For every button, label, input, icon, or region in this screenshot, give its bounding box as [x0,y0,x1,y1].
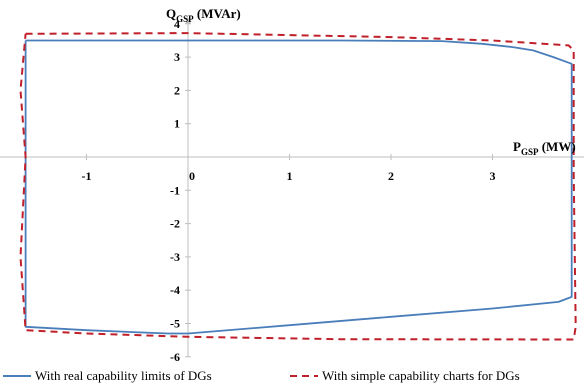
y-tick-label: 1 [174,117,180,131]
y-tick-label: -5 [170,317,180,331]
legend: With real capability limits of DGs With s… [3,368,520,383]
x-tick-label: -1 [82,169,92,183]
x-tick-label: 3 [490,169,496,183]
x-axis-title: PGSP (MW) [513,139,576,157]
y-tick-label: -3 [170,250,180,264]
y-tick-label: 4 [174,17,180,31]
legend-label-1: With real capability limits of DGs [35,368,212,383]
axis-titles: QGSP (MVAr) PGSP (MW) [166,6,576,157]
series-line-1 [24,39,573,335]
y-tick-label: 3 [174,50,180,64]
y-tick-label: -1 [170,183,180,197]
series-line-2 [19,32,577,341]
y-axis-title: QGSP (MVAr) [166,6,241,24]
x-tick-label: 1 [287,169,293,183]
y-tick-label: 2 [174,83,180,97]
legend-label-2: With simple capability charts for DGs [322,368,520,383]
series-group [19,32,577,341]
axes [0,17,584,358]
y-tick-label: -6 [170,350,180,364]
y-tick-label: -4 [170,283,180,297]
y-axis-arrow [185,17,191,24]
x-tick-label: 2 [388,169,394,183]
x-tick-label: 0 [189,169,195,183]
y-tick-label: -2 [170,217,180,231]
